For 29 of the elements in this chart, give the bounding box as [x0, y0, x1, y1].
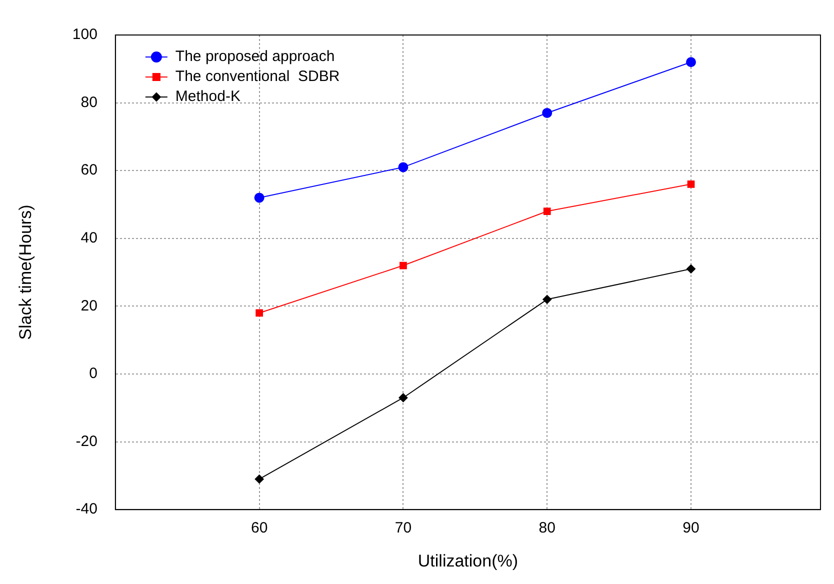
- y-tick-label: 80: [80, 94, 98, 111]
- point: [254, 192, 264, 203]
- point: [256, 309, 263, 317]
- y-tick-label: 40: [80, 230, 98, 247]
- point: [542, 108, 552, 118]
- y-tick-label: 0: [89, 365, 98, 382]
- point: [543, 208, 551, 215]
- point: [398, 162, 408, 172]
- x-tick-label: 60: [250, 520, 268, 537]
- point: [400, 262, 407, 270]
- y-tick-label: 20: [80, 297, 98, 314]
- y-tick-label: -20: [76, 432, 98, 450]
- legend-label: The conventional SDBR: [175, 68, 340, 86]
- y-tick-label: 60: [80, 162, 98, 179]
- x-tick-label: 90: [682, 520, 700, 537]
- point: [542, 294, 552, 304]
- point: [687, 180, 695, 188]
- point: [686, 264, 696, 274]
- y-tick-label: -40: [76, 500, 98, 518]
- x-axis-title: Utilization(%): [418, 551, 518, 570]
- legend-label: Method-K: [175, 88, 240, 106]
- legend-label: The proposed approach: [175, 48, 335, 66]
- x-tick-label: 70: [394, 520, 412, 537]
- x-tick-label: 80: [538, 520, 556, 537]
- point: [398, 393, 408, 402]
- y-axis-title: Slack time(Hours): [16, 204, 35, 340]
- y-tick-label: 100: [72, 26, 98, 44]
- point: [254, 474, 264, 484]
- point: [686, 57, 696, 68]
